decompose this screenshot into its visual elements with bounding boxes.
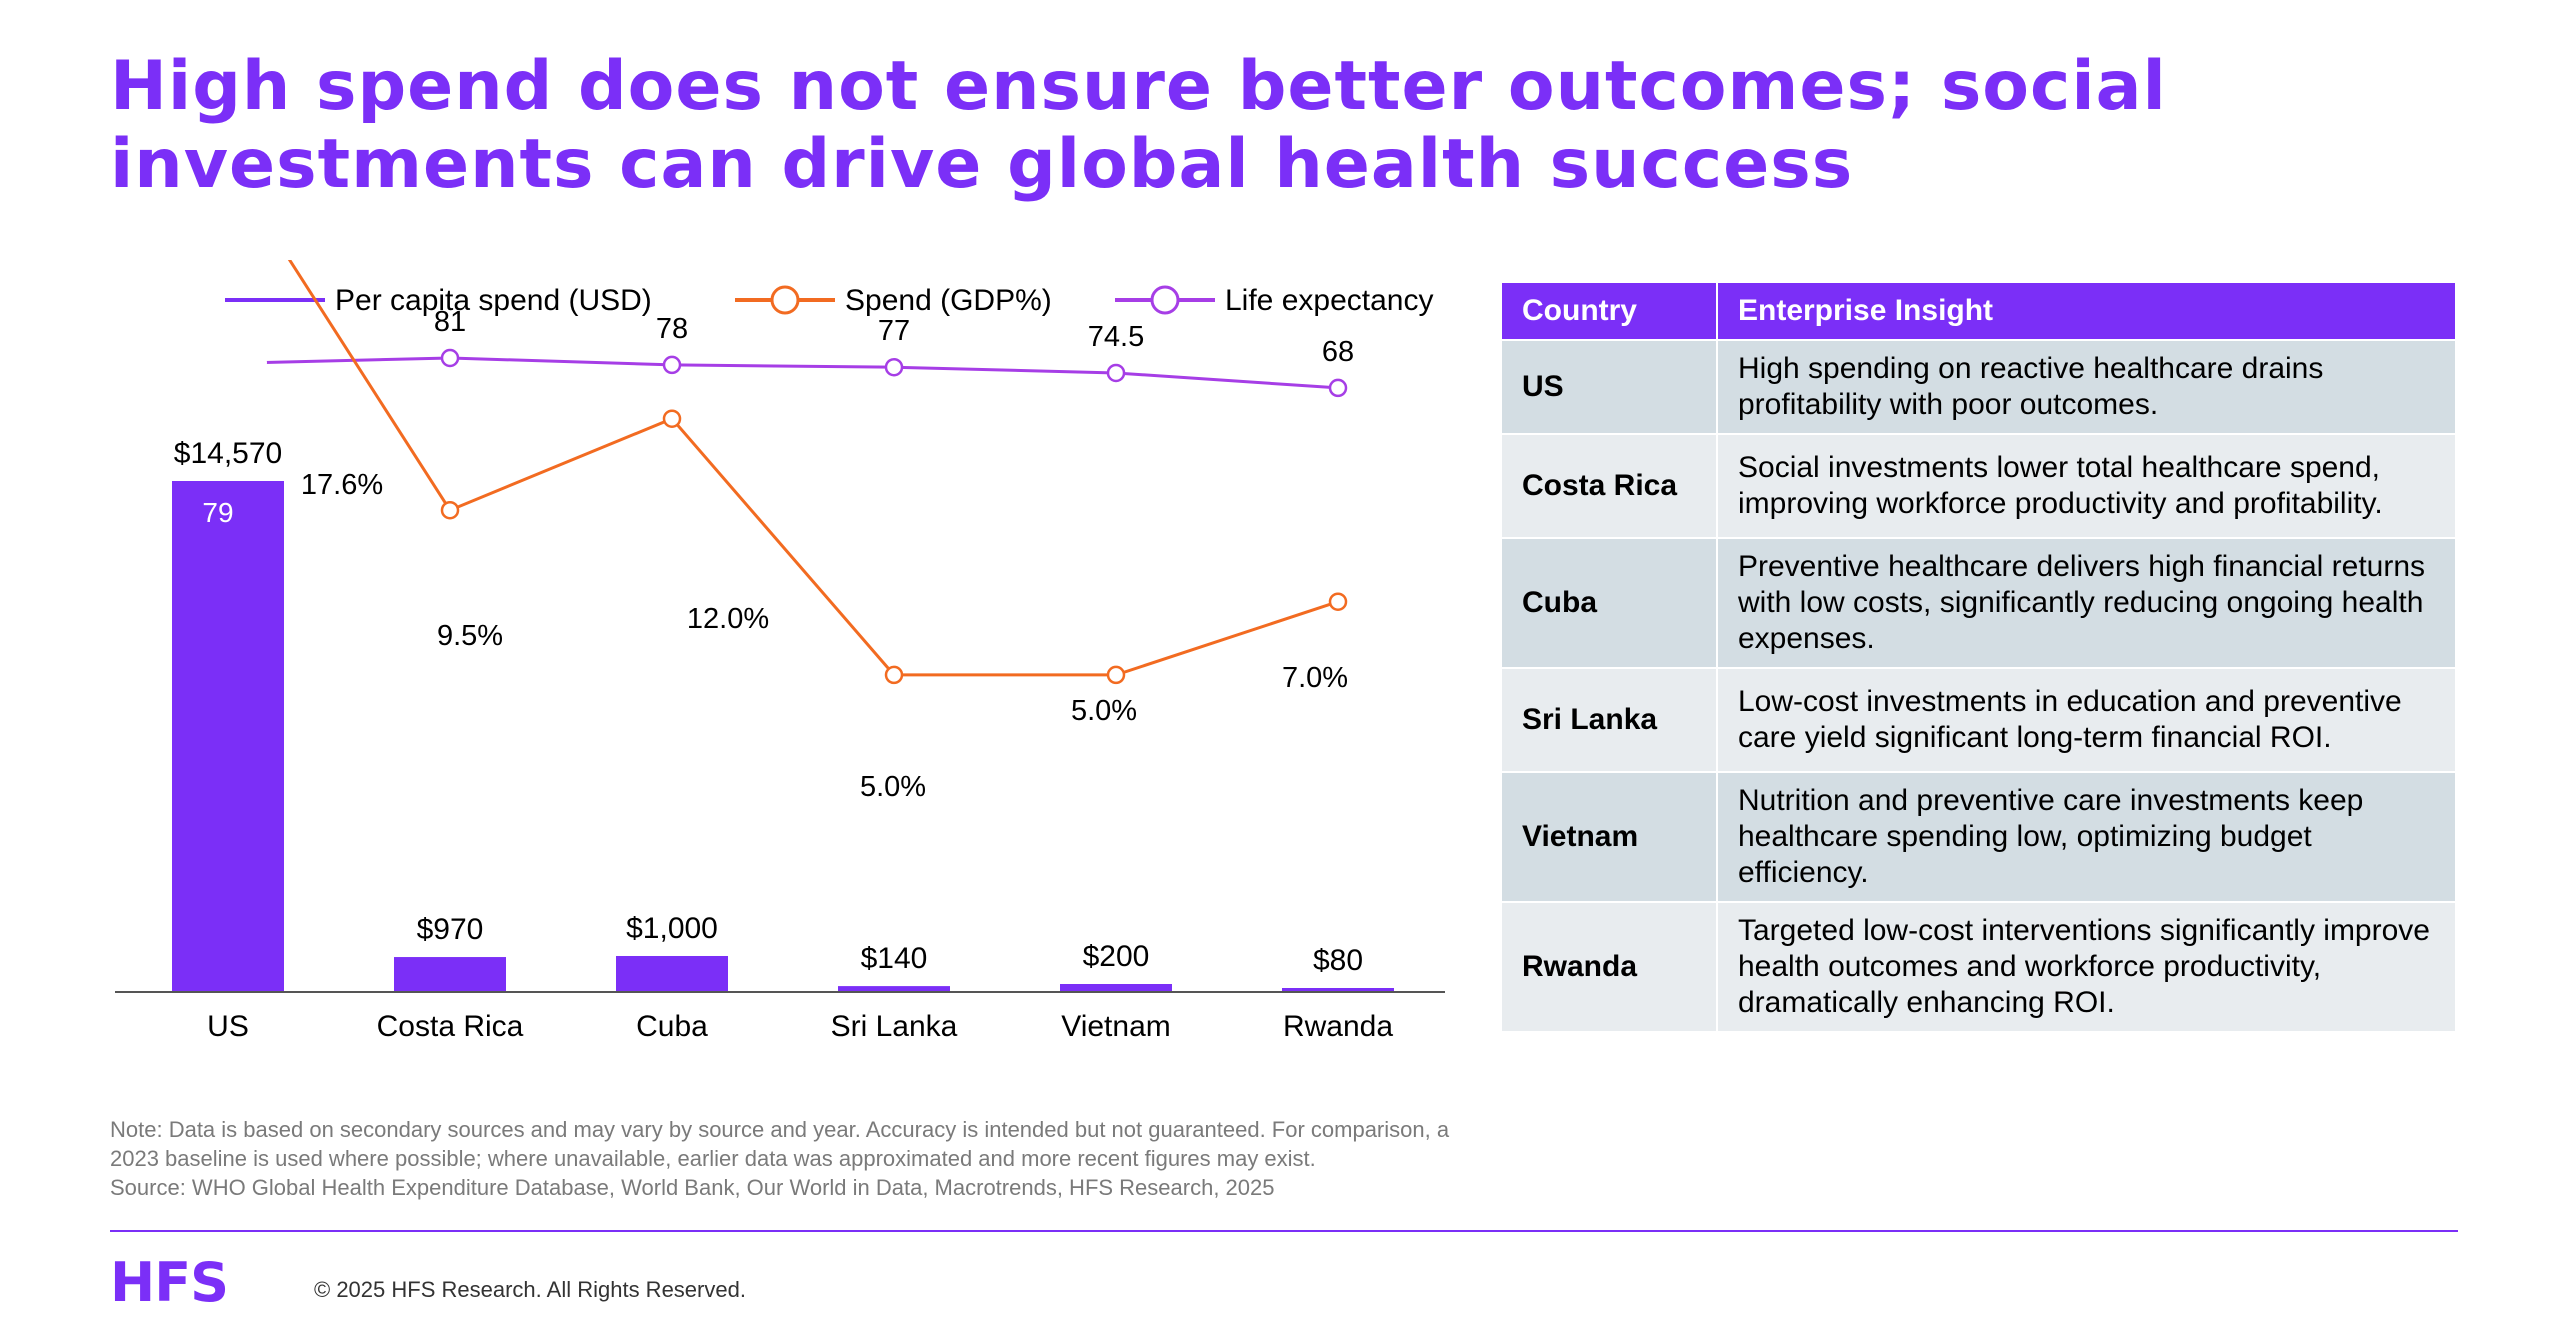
gdp-value-label: 5.0%: [1071, 695, 1137, 727]
combo-chart: Per capita spend (USD) Spend (GDP%) Life e…: [115, 260, 1445, 1043]
life-expectancy-line: [259, 356, 1339, 390]
source-line: Source: WHO Global Health Expenditure Da…: [110, 1175, 1275, 1200]
life-value-label: 78: [656, 313, 688, 345]
bar: [616, 955, 728, 991]
gdp-value-label: 12.0%: [687, 603, 769, 635]
note-line-2: 2023 baseline is used where possible; wh…: [110, 1146, 1316, 1171]
bar: [838, 986, 950, 991]
life-value-label: 81: [434, 306, 466, 338]
bar: [1060, 983, 1172, 991]
row-country: Rwanda: [1500, 901, 1718, 1033]
gdp-point: [440, 500, 460, 520]
table-row: Vietnam Nutrition and preventive care in…: [1500, 771, 2457, 903]
x-tick-label: Costa Rica: [377, 1010, 524, 1043]
copyright-text: © 2025 HFS Research. All Rights Reserved…: [314, 1277, 746, 1302]
row-insight: Targeted low-cost interventions signific…: [1716, 901, 2457, 1033]
life-point: [884, 357, 904, 377]
bar-value-label: $140: [861, 942, 928, 975]
row-insight: High spending on reactive healthcare dra…: [1716, 339, 2457, 435]
legend-label-life: Life expectancy: [1225, 284, 1433, 317]
x-tick-label: Cuba: [636, 1010, 708, 1043]
gdp-point: [1106, 665, 1126, 685]
bar-value-label: $80: [1313, 944, 1363, 977]
table-row: Rwanda Targeted low-cost interventions s…: [1500, 901, 2457, 1033]
row-country: Cuba: [1500, 537, 1718, 669]
row-insight: Nutrition and preventive care investment…: [1716, 771, 2457, 903]
insight-table: Country Enterprise Insight US High spend…: [1500, 281, 2457, 1033]
bar: [172, 481, 284, 991]
page-title: High spend does not ensure better outcom…: [110, 47, 2167, 204]
bar: [1282, 988, 1394, 991]
life-value-label: 74.5: [1088, 321, 1144, 353]
legend-marker-life: [1150, 285, 1180, 315]
row-insight: Low-cost investments in education and pr…: [1716, 667, 2457, 773]
table-row: Sri Lanka Low-cost investments in educat…: [1500, 667, 2457, 773]
legend-label-per-capita: Per capita spend (USD): [335, 284, 652, 317]
bar-value-label: $200: [1083, 940, 1150, 973]
gdp-value-label: 17.6%: [301, 469, 383, 501]
row-country: US: [1500, 339, 1718, 435]
row-country: Sri Lanka: [1500, 667, 1718, 773]
header-country: Country: [1500, 281, 1718, 341]
legend-label-gdp: Spend (GDP%): [845, 284, 1052, 317]
gdp-value-label: 7.0%: [1282, 662, 1348, 694]
bar-value-label: $1,000: [626, 912, 718, 945]
table-row: US High spending on reactive healthcare …: [1500, 339, 2457, 435]
footnote: Note: Data is based on secondary sources…: [110, 1115, 1670, 1202]
table-row: Costa Rica Social investments lower tota…: [1500, 433, 2457, 539]
bar-value-label: $14,570: [174, 437, 282, 470]
x-tick-label: Sri Lanka: [831, 1010, 958, 1043]
life-value-label: 68: [1322, 336, 1354, 368]
life-value-label: 77: [878, 315, 910, 347]
hfs-logo: HFS: [110, 1251, 229, 1314]
row-country: Costa Rica: [1500, 433, 1718, 539]
row-country: Vietnam: [1500, 771, 1718, 903]
life-point: [662, 355, 682, 375]
table-header-row: Country Enterprise Insight: [1500, 281, 2457, 341]
life-value-label: 79: [202, 497, 233, 528]
gdp-point: [1328, 592, 1348, 611]
gdp-value-label: 9.5%: [437, 620, 503, 652]
footer-divider: [110, 1230, 2458, 1232]
x-tick-label: US: [207, 1010, 249, 1043]
legend-marker-gdp: [770, 285, 800, 315]
x-tick-label: Vietnam: [1061, 1010, 1171, 1043]
gdp-value-label: 5.0%: [860, 771, 926, 803]
row-insight: Preventive healthcare delivers high fina…: [1716, 537, 2457, 669]
life-point: [1106, 363, 1126, 383]
life-point: [253, 355, 267, 370]
bar: [394, 957, 506, 991]
gdp-point: [884, 665, 904, 685]
table-row: Cuba Preventive healthcare delivers high…: [1500, 537, 2457, 669]
life-point: [440, 348, 460, 368]
note-line-1: Note: Data is based on secondary sources…: [110, 1117, 1450, 1142]
x-tick-label: Rwanda: [1283, 1010, 1393, 1043]
gdp-share-line: [287, 260, 1339, 677]
header-insight: Enterprise Insight: [1716, 281, 2457, 341]
life-point: [1328, 378, 1348, 398]
bar-value-label: $970: [417, 913, 484, 946]
row-insight: Social investments lower total healthcar…: [1716, 433, 2457, 539]
gdp-point: [662, 409, 682, 428]
